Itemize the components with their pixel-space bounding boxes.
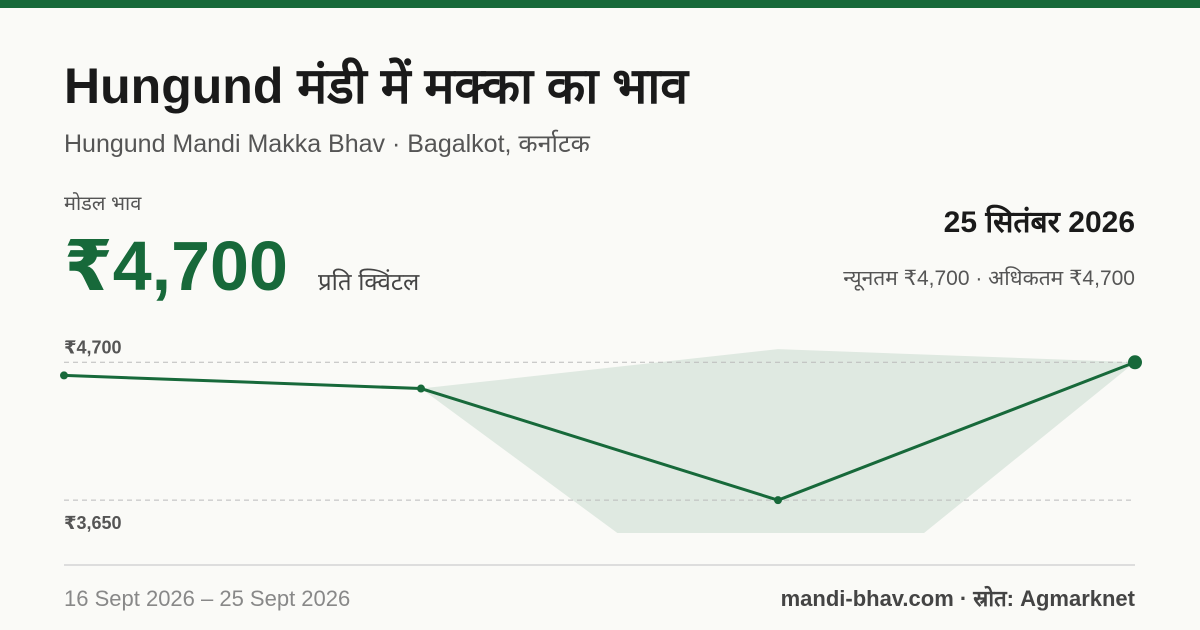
point — [60, 371, 68, 380]
title: Hungund मंडी में मक्का का भाव — [64, 57, 690, 114]
y-tick-label: ₹4,700 — [64, 337, 122, 357]
price: ₹4,700 — [64, 227, 288, 305]
price-unit: प्रति क्विंटल — [318, 268, 420, 296]
point — [417, 384, 425, 393]
point — [1128, 355, 1142, 370]
range-band — [421, 349, 1135, 533]
point — [774, 496, 782, 505]
subtitle: Hungund Mandi Makka Bhav · Bagalkot, कर्… — [64, 129, 591, 158]
line — [63, 360, 1136, 502]
price-label: मोडल भाव — [64, 192, 142, 215]
top-bar — [0, 0, 1200, 8]
range-text: न्यूनतम ₹4,700 · अधिकतम ₹4,700 — [843, 266, 1135, 291]
source: mandi-bhav.com · स्रोत: Agmarknet — [781, 585, 1136, 611]
date: 25 सितंबर 2026 — [944, 204, 1135, 239]
date-range: 16 Sept 2026 – 25 Sept 2026 — [64, 586, 350, 611]
y-tick-label: ₹3,650 — [64, 513, 122, 533]
